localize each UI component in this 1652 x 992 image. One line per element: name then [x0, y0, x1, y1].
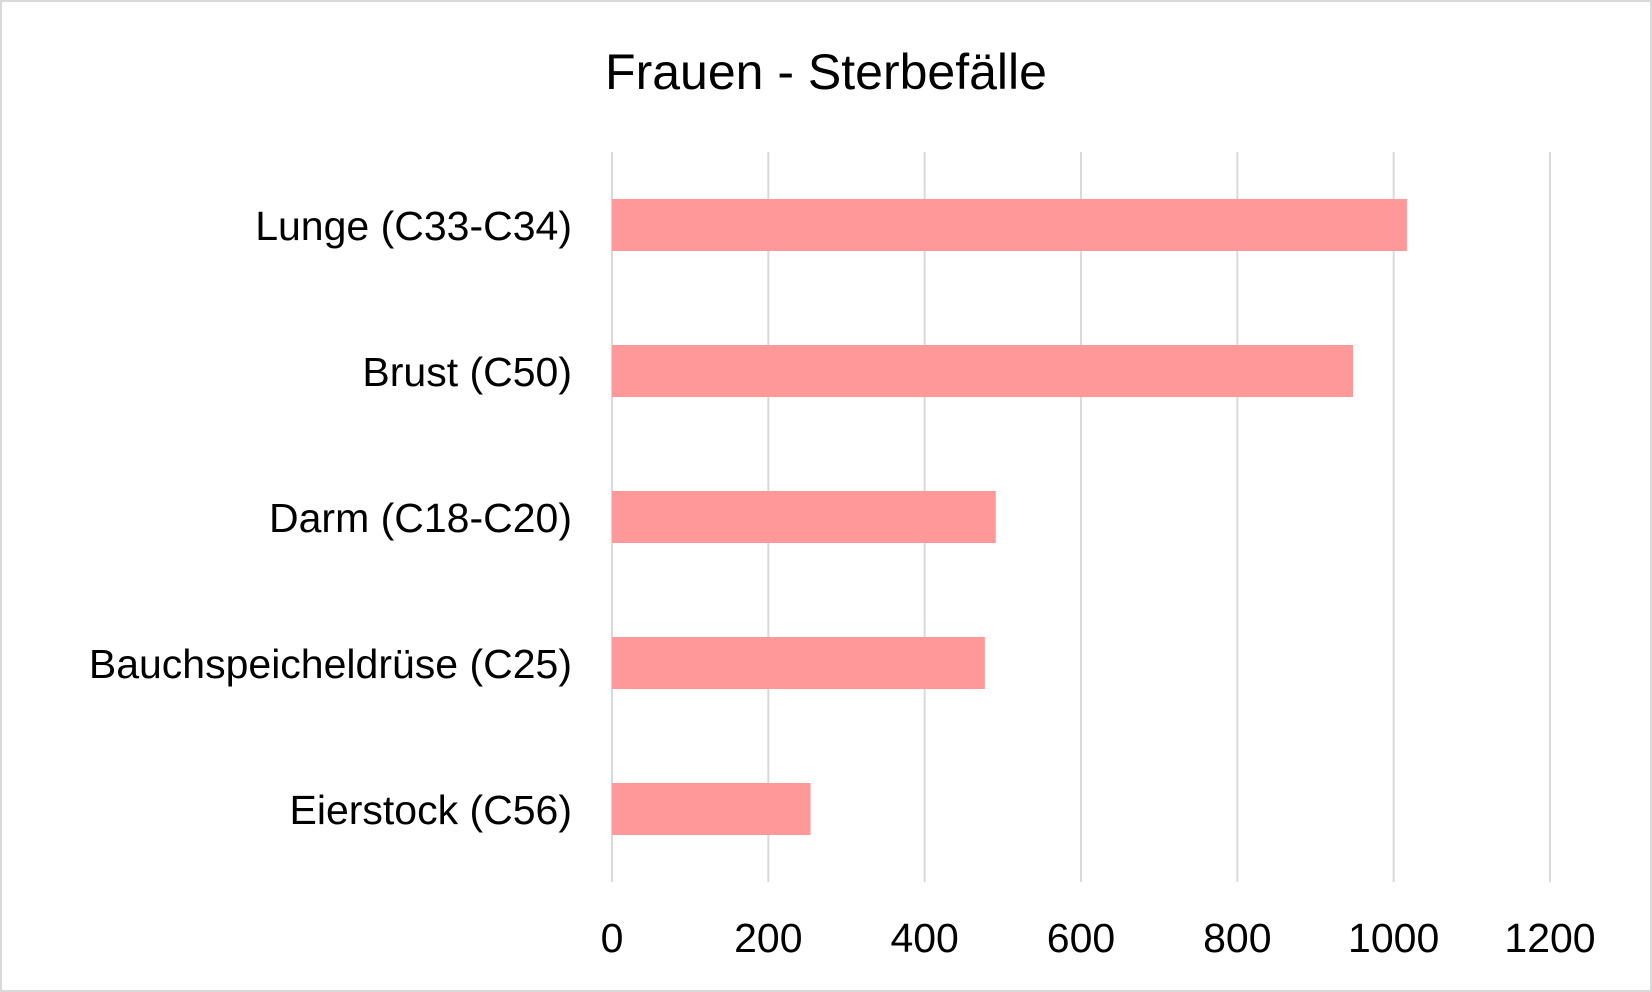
- x-tick-label: 800: [1203, 915, 1271, 961]
- category-label: Bauchspeicheldrüse (C25): [89, 641, 572, 687]
- x-tick-label: 600: [1047, 915, 1115, 961]
- bar: [612, 199, 1407, 251]
- bars: [612, 199, 1407, 835]
- x-tick-label: 0: [601, 915, 624, 961]
- bar: [612, 637, 985, 689]
- x-tick-label: 1000: [1348, 915, 1439, 961]
- x-tick-label: 200: [734, 915, 802, 961]
- x-axis-tick-labels: 0 200 400 600 800 1000 1200: [601, 915, 1596, 961]
- category-label: Lunge (C33-C34): [255, 203, 572, 249]
- category-label: Darm (C18-C20): [269, 495, 572, 541]
- category-label: Brust (C50): [362, 349, 572, 395]
- bar: [612, 783, 811, 835]
- chart-title: Frauen - Sterbefälle: [605, 44, 1047, 100]
- category-labels: Lunge (C33-C34) Brust (C50) Darm (C18-C20)…: [89, 203, 572, 833]
- x-tick-label: 400: [890, 915, 958, 961]
- bar: [612, 345, 1354, 397]
- category-label: Eierstock (C56): [289, 787, 572, 833]
- bar: [612, 491, 996, 543]
- x-tick-label: 1200: [1504, 915, 1595, 961]
